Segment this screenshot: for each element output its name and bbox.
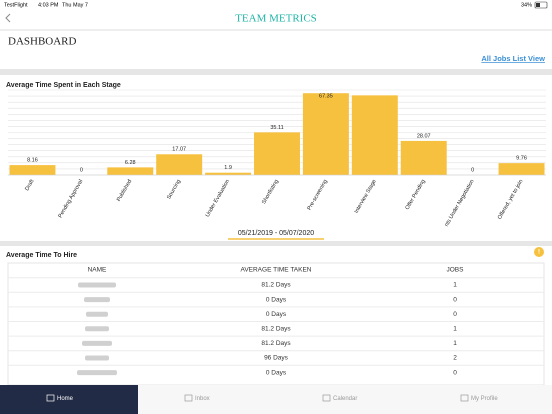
x-tick-label: Sourcing: [166, 179, 182, 201]
bar: [351, 95, 398, 175]
x-tick-label: Pre-screening: [307, 179, 329, 212]
jobs-cell: 0: [453, 311, 457, 318]
x-tick-label: Pending Approval: [58, 179, 85, 219]
info-icon[interactable]: [534, 247, 544, 257]
status-date: Thu May 7: [62, 2, 88, 8]
bar: [156, 154, 203, 175]
tab-label[interactable]: My Profile: [471, 396, 498, 402]
value-label: 6.28: [125, 160, 136, 166]
time-cell: 81.2 Days: [261, 326, 291, 333]
jobs-cell: 1: [453, 340, 457, 347]
value-label: 67.35: [319, 93, 333, 99]
column-header: AVERAGE TIME TAKEN: [240, 267, 311, 274]
back-button[interactable]: [5, 13, 11, 23]
bar: [9, 165, 56, 175]
time-cell: 96 Days: [264, 355, 289, 362]
table-title: Average Time To Hire: [6, 252, 77, 259]
bar: [205, 172, 252, 175]
tab-label[interactable]: Home: [57, 396, 74, 402]
x-tick-label: Under Evaluation: [205, 179, 231, 219]
time-cell: 0 Days: [266, 296, 287, 303]
value-label: 0: [471, 167, 474, 173]
tab-selected: [0, 385, 138, 414]
redacted-name: [84, 297, 110, 303]
x-tick-label: Published: [116, 179, 133, 203]
tab-label[interactable]: Inbox: [195, 396, 210, 402]
page-title: DASHBOARD: [8, 36, 77, 48]
value-label: 35.11: [270, 125, 283, 131]
table-body: 81.2 Days 1 0 Days 0 0 Days 0 81.2 Days 1 81.2 D…: [8, 277, 544, 376]
tab-icon: [184, 394, 193, 402]
value-label: 1.9: [224, 165, 232, 171]
bar: [254, 132, 300, 175]
bar: [400, 140, 447, 175]
x-tick-label: Offer Pending: [405, 179, 427, 211]
section-gap: [0, 69, 552, 75]
time-cell: 81.2 Days: [261, 340, 291, 347]
bar-chart: 8.16 Draft 0 Pending Approval 6.28 Published 1…: [8, 89, 546, 228]
time-cell: 0 Days: [266, 311, 287, 318]
status-time: 4:03 PM: [38, 2, 59, 8]
time-cell: 0 Days: [266, 369, 287, 376]
value-label: 9.76: [516, 156, 527, 162]
value-label: 17.07: [172, 147, 186, 153]
x-tick-label: Offered, yet to join: [497, 179, 525, 221]
battery-level: [536, 3, 540, 7]
jobs-cell: 0: [453, 296, 457, 303]
bar: [302, 93, 349, 175]
redacted-name: [82, 340, 112, 346]
jobs-cell: 2: [453, 355, 457, 362]
tab-icon: [46, 394, 55, 402]
x-tick-label: Interview Stage: [354, 179, 378, 215]
column-header: JOBS: [447, 267, 465, 274]
battery-icon: [534, 1, 548, 9]
x-tick-label: Shortlisting: [261, 179, 280, 206]
redacted-name: [77, 370, 117, 376]
bar: [498, 163, 545, 175]
bar: [107, 167, 154, 175]
redacted-name: [85, 326, 109, 332]
chart-title: Average Time Spent in Each Stage: [6, 82, 121, 89]
status-battery: 34%: [521, 2, 532, 8]
time-cell: 81.2 Days: [261, 282, 291, 289]
jobs-cell: 1: [453, 326, 457, 333]
jobs-cell: 1: [453, 282, 457, 289]
value-label: 28.07: [417, 133, 431, 139]
date-range[interactable]: 05/21/2019 - 05/07/2020: [238, 230, 314, 237]
tab-icon: [322, 394, 331, 402]
info-icon-glyph: !: [538, 250, 540, 256]
x-tick-label: Draft: [24, 178, 35, 192]
jobs-list-link[interactable]: All Jobs List View: [481, 54, 545, 63]
tab-label[interactable]: Calendar: [333, 396, 357, 402]
nav-title: TEAM METRICS: [235, 13, 317, 25]
status-app: TestFlight: [4, 2, 28, 8]
date-range-box[interactable]: [228, 226, 324, 239]
redacted-name: [85, 355, 109, 361]
redacted-name: [86, 311, 108, 317]
column-header: NAME: [88, 267, 107, 274]
tabs: Home Inbox Calendar My Profile: [46, 394, 498, 402]
x-tick-label: nts Under Negotiation: [444, 179, 476, 228]
section-gap: [0, 241, 552, 246]
redacted-name: [78, 282, 116, 288]
jobs-cell: 0: [453, 369, 457, 376]
value-label: 0: [80, 167, 83, 173]
value-label: 8.16: [27, 158, 38, 164]
tab-icon: [460, 394, 469, 402]
